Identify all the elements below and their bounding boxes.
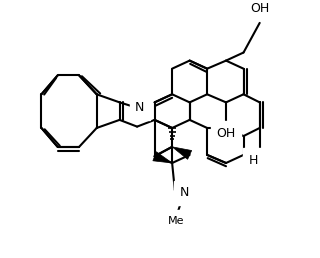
Text: N: N [180, 186, 189, 199]
Polygon shape [172, 147, 192, 159]
Text: OH: OH [217, 127, 236, 140]
Text: OH: OH [250, 2, 269, 14]
Polygon shape [153, 152, 172, 163]
Text: H: H [249, 154, 258, 167]
Text: Me: Me [168, 216, 184, 226]
Text: N: N [135, 101, 144, 114]
